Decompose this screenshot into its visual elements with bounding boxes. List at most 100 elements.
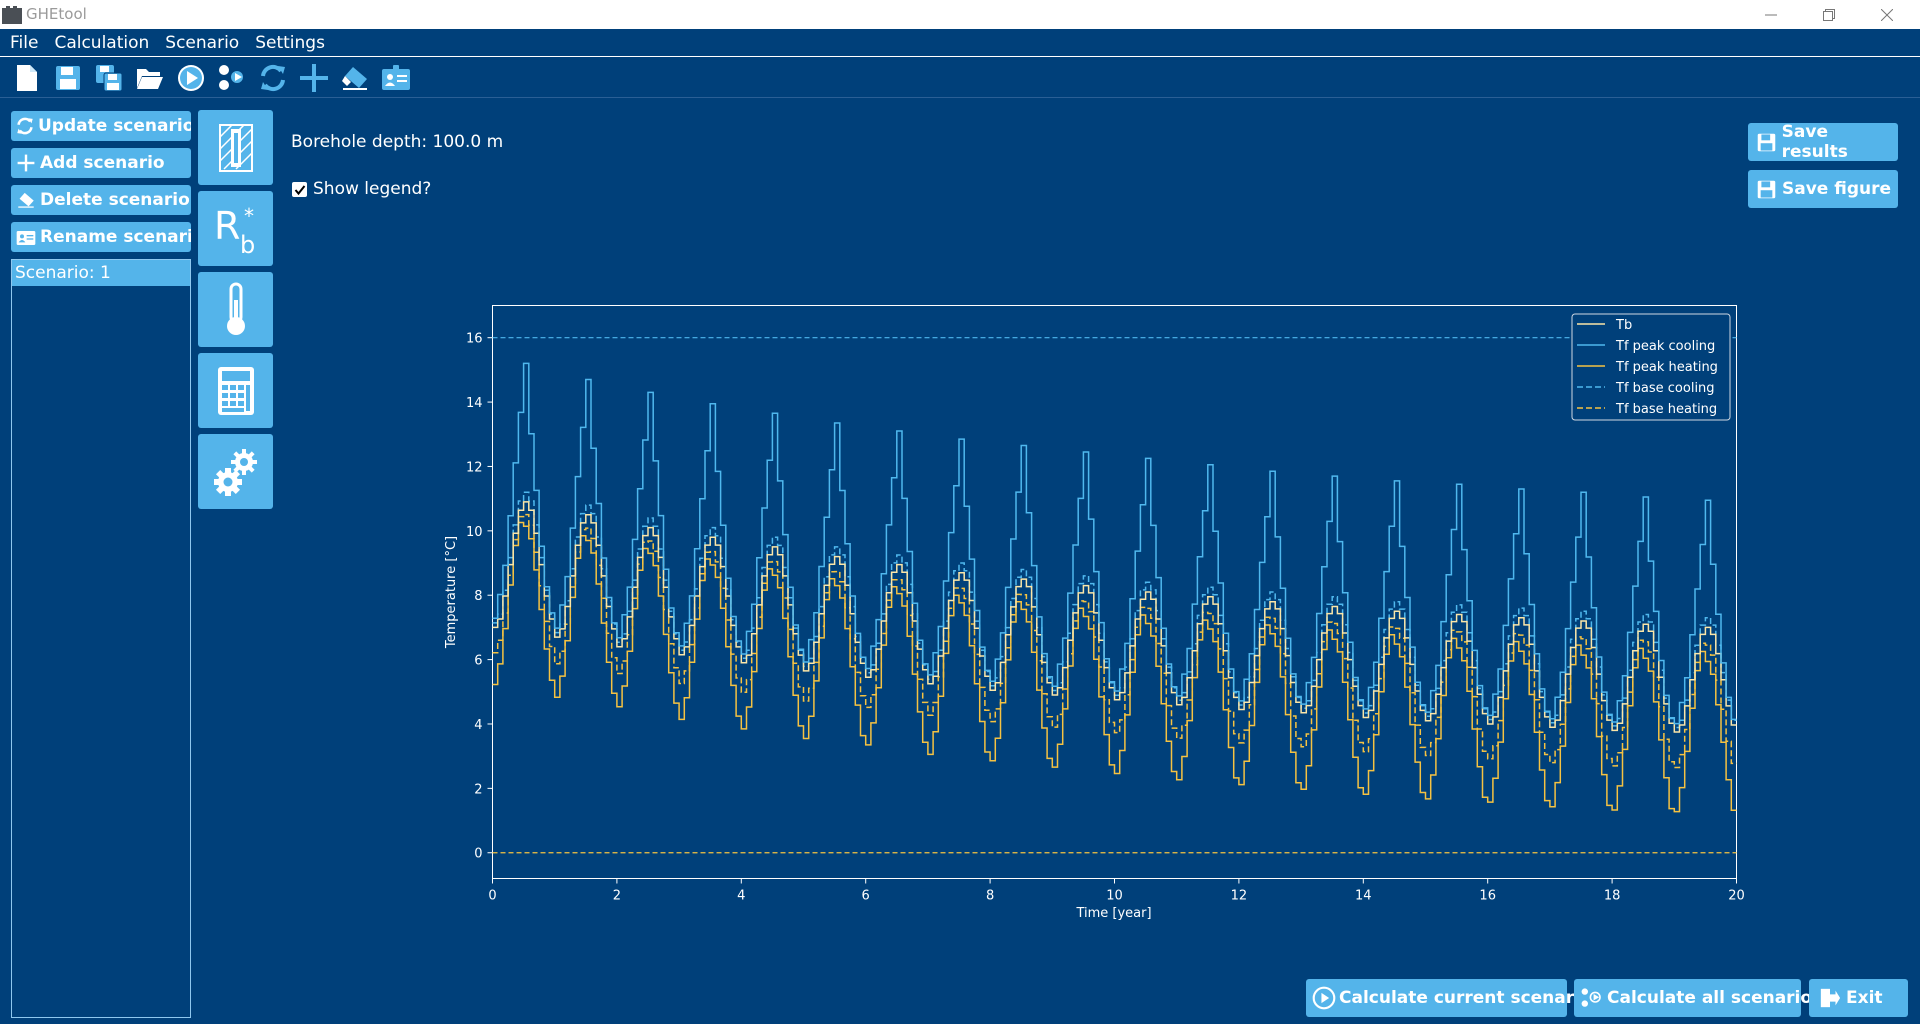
menu-file[interactable]: File — [10, 32, 39, 53]
open-folder-icon — [136, 68, 163, 89]
category-rb-button[interactable]: R b * — [198, 191, 273, 266]
legend-label: Tb — [1615, 318, 1632, 333]
title-bar: GHEtool — [0, 0, 1920, 29]
y-axis: 0 2 4 6 8 10 12 14 16 — [466, 332, 493, 862]
run-button[interactable] — [172, 60, 209, 96]
scenario-list[interactable]: Scenario: 1 — [11, 259, 191, 1018]
x-tick-label: 6 — [862, 889, 870, 904]
update-icon — [17, 117, 33, 135]
update-scenario-button[interactable]: Update scenario — [11, 111, 191, 141]
add-icon — [299, 63, 328, 92]
scenario-item[interactable]: Scenario: 1 — [12, 260, 190, 286]
x-tick-label: 14 — [1355, 889, 1372, 904]
legend-label: Tf base cooling — [1615, 381, 1715, 396]
run-icon — [177, 64, 204, 91]
new-file-button[interactable] — [8, 60, 45, 96]
series-tf-base-heating-line — [492, 513, 1737, 769]
run-all-button[interactable] — [213, 60, 250, 96]
rb-sub: b — [240, 231, 255, 259]
menu-scenario[interactable]: Scenario — [165, 32, 240, 53]
y-tick-label: 6 — [474, 654, 482, 669]
calculate-all-label: Calculate all scenarios — [1607, 988, 1823, 1008]
add-button[interactable] — [295, 60, 332, 96]
run-icon — [1312, 986, 1336, 1010]
x-tick-label: 2 — [613, 889, 621, 904]
open-button[interactable] — [131, 60, 168, 96]
eraser-icon — [18, 192, 34, 208]
minimize-button[interactable] — [1742, 0, 1800, 29]
legend-label: Tf base heating — [1615, 402, 1717, 417]
x-tick-label: 16 — [1479, 889, 1496, 904]
delete-scenario-button[interactable]: Delete scenario — [11, 185, 191, 215]
gears-icon — [213, 448, 257, 496]
rename-scenario-label: Rename scenario — [40, 227, 191, 247]
rename-icon — [16, 231, 36, 245]
add-scenario-button[interactable]: Add scenario — [11, 148, 191, 178]
close-button[interactable] — [1858, 0, 1916, 29]
legend-box — [1571, 313, 1731, 421]
close-icon — [1881, 8, 1893, 21]
chart-legend: Tb Tf peak cooling Tf peak heating Tf base … — [1571, 313, 1731, 421]
save-icon — [1757, 133, 1776, 151]
category-settings-button[interactable] — [198, 434, 273, 509]
save-button[interactable] — [49, 60, 86, 96]
category-borehole-button[interactable] — [198, 110, 273, 185]
rename-scenario-button[interactable]: Rename scenario — [11, 222, 191, 252]
update-button[interactable] — [254, 60, 291, 96]
calculate-all-button[interactable]: Calculate all scenarios — [1574, 979, 1822, 1017]
limit-lines — [492, 337, 1737, 854]
add-scenario-label: Add scenario — [40, 153, 165, 173]
exit-icon — [1820, 988, 1841, 1008]
x-tick-label: 18 — [1604, 889, 1621, 904]
menu-bar: File Calculation Scenario Settings — [0, 29, 1920, 57]
series-tb-line — [492, 501, 1737, 733]
x-tick-label: 20 — [1728, 889, 1745, 904]
x-axis-label: Time [year] — [1075, 906, 1151, 921]
y-tick-label: 4 — [474, 718, 482, 733]
rename-icon — [381, 64, 410, 90]
save-as-icon — [95, 64, 122, 91]
exit-label: Exit — [1846, 988, 1883, 1008]
restore-icon — [1823, 8, 1835, 21]
new-file-icon — [16, 64, 37, 91]
y-tick-label: 8 — [474, 589, 482, 604]
category-temperature-button[interactable] — [198, 272, 273, 347]
borehole-depth-label: Borehole depth: 100.0 m — [291, 132, 504, 152]
rename-button[interactable] — [377, 60, 414, 96]
menu-settings[interactable]: Settings — [255, 32, 325, 53]
x-tick-label: 8 — [986, 889, 994, 904]
save-icon — [55, 65, 80, 90]
add-icon — [17, 154, 35, 172]
exit-button[interactable]: Exit — [1809, 979, 1908, 1017]
run-all-icon — [218, 64, 243, 90]
show-legend-checkbox[interactable] — [292, 182, 307, 197]
save-figure-button[interactable]: Save figure — [1748, 170, 1898, 208]
checkmark-icon — [294, 184, 305, 195]
x-tick-label: 10 — [1106, 889, 1123, 904]
thermometer-icon — [226, 282, 245, 335]
minimize-icon — [1765, 14, 1777, 15]
show-legend-label: Show legend? — [313, 179, 432, 199]
update-icon — [260, 64, 285, 91]
y-tick-label: 12 — [466, 460, 483, 475]
rb-main: R — [214, 204, 240, 248]
legend-label: Tf peak cooling — [1615, 339, 1715, 354]
save-as-button[interactable] — [90, 60, 127, 96]
borehole-icon — [218, 123, 253, 172]
window-title: GHEtool — [26, 5, 87, 23]
x-axis: 0 2 4 6 8 10 12 14 16 18 20 — [488, 878, 1745, 904]
x-tick-label: 12 — [1231, 889, 1248, 904]
delete-button[interactable] — [336, 60, 373, 96]
category-calculation-button[interactable] — [198, 353, 273, 428]
menu-calculation[interactable]: Calculation — [54, 32, 150, 53]
save-results-button[interactable]: Save results — [1748, 122, 1898, 162]
calculate-current-button[interactable]: Calculate current scenario — [1306, 979, 1592, 1017]
y-tick-label: 16 — [466, 332, 483, 347]
restore-button[interactable] — [1800, 0, 1858, 29]
series-tf-peak-heating-line — [492, 521, 1737, 813]
y-tick-label: 2 — [474, 782, 482, 797]
rb-icon: R b * — [214, 204, 255, 259]
eraser-icon — [341, 66, 367, 90]
rb-sup: * — [244, 204, 254, 228]
